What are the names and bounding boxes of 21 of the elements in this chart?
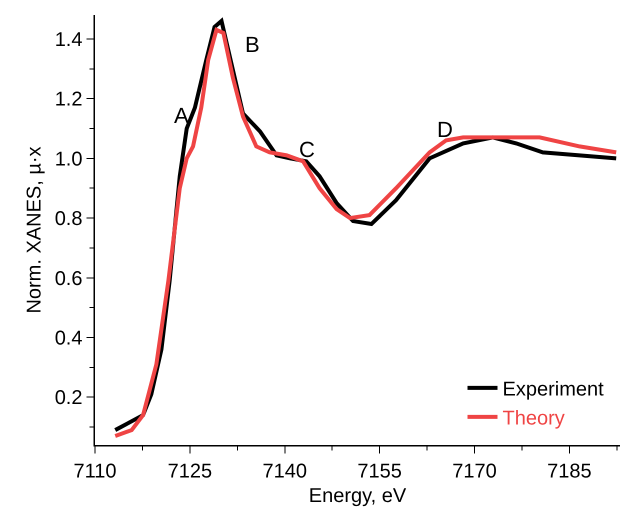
y-tick-label: 1.4	[54, 28, 82, 51]
y-tick-label: 1.0	[54, 148, 82, 170]
y-tick-label: 0.4	[54, 328, 82, 350]
y-tick-label: 0.6	[54, 268, 82, 290]
y-tick-label: 1.2	[54, 88, 82, 111]
legend-label: Theory	[502, 408, 565, 430]
x-axis-title: Energy, eV	[308, 484, 407, 507]
annotation: D	[437, 117, 453, 142]
x-tick-label: 7155	[357, 460, 402, 482]
annotation: B	[245, 32, 260, 57]
y-axis-title: Norm. XANES, µ·x	[23, 146, 46, 314]
y-tick-label: 0.2	[54, 387, 82, 410]
x-tick-label: 7110	[73, 460, 117, 482]
annotation: C	[299, 137, 315, 162]
y-tick-label: 0.8	[54, 208, 82, 230]
x-tick-label: 7125	[168, 460, 212, 482]
legend-label: Experiment	[502, 378, 604, 401]
x-tick-label: 7140	[262, 460, 308, 482]
x-tick-label: 7170	[452, 460, 497, 482]
annotation: A	[174, 103, 189, 128]
x-tick-label: 7185	[547, 460, 592, 482]
